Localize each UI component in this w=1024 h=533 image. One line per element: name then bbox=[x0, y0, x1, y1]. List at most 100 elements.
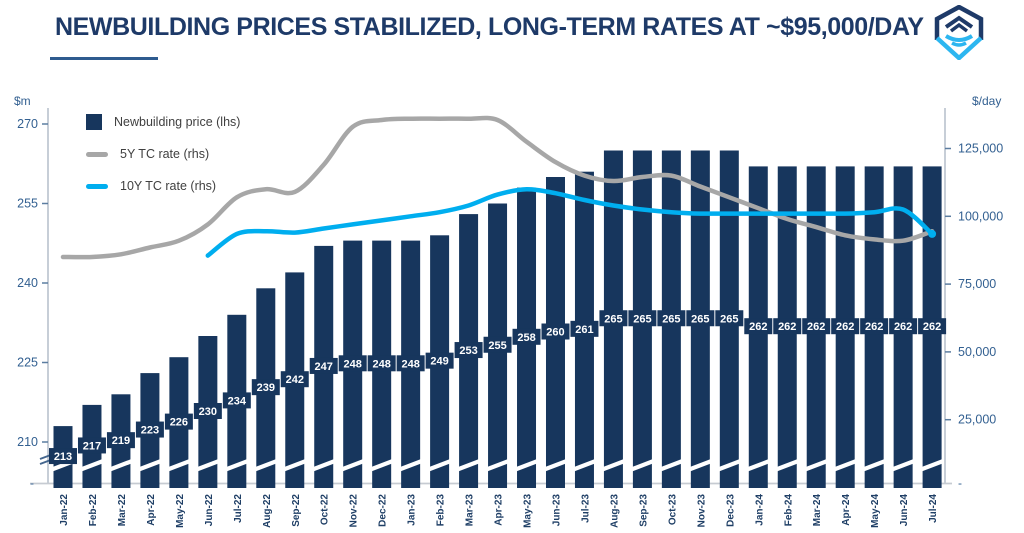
bar-label-box bbox=[831, 318, 860, 335]
bar-label-box bbox=[367, 355, 396, 372]
bar-break-mark bbox=[110, 459, 132, 472]
bar-label: 248 bbox=[372, 358, 390, 370]
legend-line-swatch bbox=[86, 183, 108, 189]
bar-label-box bbox=[135, 421, 164, 438]
company-logo-icon bbox=[934, 5, 984, 60]
bar-label: 255 bbox=[488, 340, 506, 352]
x-axis-label: Nov-23 bbox=[696, 494, 707, 528]
bar-label: 262 bbox=[749, 321, 767, 333]
bar-label-box bbox=[338, 355, 367, 372]
bar-label: 265 bbox=[691, 313, 709, 325]
bar-break-mark bbox=[81, 459, 103, 472]
bars bbox=[52, 150, 943, 488]
left-axis: 270 255 240 225 210 - bbox=[17, 117, 57, 490]
legend-label: 10Y TC rate (rhs) bbox=[120, 179, 217, 193]
bar-label: 265 bbox=[604, 313, 622, 325]
x-axis-label: Jan-24 bbox=[754, 494, 765, 526]
bar-break-mark bbox=[602, 459, 624, 472]
x-axis-label: Apr-24 bbox=[841, 494, 852, 526]
right-axis-tick-label: 100,000 bbox=[958, 209, 1003, 223]
bar-labels: 213 217 219 223 226 230 234 239 242 247 248 248 248 2… bbox=[49, 310, 947, 465]
bar-break-mark bbox=[284, 459, 306, 472]
legend-label: 5Y TC rate (rhs) bbox=[120, 147, 210, 161]
left-axis-unit-label: $m bbox=[14, 94, 31, 108]
x-axis-label: Mar-24 bbox=[812, 494, 823, 527]
x-axis-label: Sep-23 bbox=[638, 494, 649, 527]
bar-label: 258 bbox=[517, 332, 535, 344]
bar-break-mark bbox=[805, 459, 827, 472]
bar-break-mark bbox=[863, 459, 885, 472]
bar-label: 262 bbox=[923, 321, 941, 333]
bar-break-mark bbox=[139, 459, 161, 472]
line-10y-tc-rate bbox=[205, 186, 935, 258]
chart-legend: Newbuilding price (lhs) 5Y TC rate (rhs) 1… bbox=[86, 112, 240, 196]
bar-label: 262 bbox=[894, 321, 912, 333]
bar-label-box bbox=[628, 310, 657, 327]
x-axis-label: Mar-22 bbox=[117, 494, 128, 527]
right-axis-tick-label: 50,000 bbox=[958, 345, 996, 359]
bar-label-box bbox=[280, 371, 309, 388]
bar-break-mark bbox=[255, 459, 277, 472]
bar-label-box bbox=[49, 448, 77, 465]
bar-label-box bbox=[193, 403, 222, 419]
bar-break-mark bbox=[718, 459, 740, 472]
legend-item: 10Y TC rate (rhs) bbox=[86, 176, 240, 196]
bar-break-mark bbox=[400, 459, 422, 472]
left-axis-tick-label: 270 bbox=[17, 117, 38, 131]
bar-label: 213 bbox=[54, 451, 72, 463]
bar-break-mark bbox=[429, 459, 451, 472]
bar-label: 226 bbox=[170, 417, 188, 429]
bar-label-box bbox=[512, 328, 541, 345]
bar-break-mark bbox=[573, 459, 595, 472]
bar-break-mark bbox=[834, 459, 856, 472]
x-axis-label: Jul-24 bbox=[928, 494, 939, 523]
x-axis-label: Jun-23 bbox=[551, 494, 562, 527]
bar-label-box bbox=[715, 310, 744, 327]
bar-break-mark bbox=[631, 459, 653, 472]
bar-label-box bbox=[773, 318, 802, 335]
bar-label-box bbox=[889, 318, 918, 335]
x-axis-label: Aug-23 bbox=[609, 494, 620, 528]
bar-label-box bbox=[483, 336, 512, 353]
x-axis-labels: Jan-22 Feb-22 Mar-22 Apr-22 May-22 Jun-22 Jul-… bbox=[59, 494, 939, 528]
bar-break-mark bbox=[660, 459, 682, 472]
bar-break-mark bbox=[226, 459, 248, 472]
bar-label: 230 bbox=[199, 406, 217, 418]
page-title: NEWBUILDING PRICES STABILIZED, LONG-TERM… bbox=[55, 13, 924, 41]
bar-label-box bbox=[918, 318, 947, 335]
bar-label: 242 bbox=[286, 374, 304, 386]
x-axis-label: Jul-23 bbox=[580, 494, 591, 523]
x-axis-label: May-23 bbox=[523, 494, 534, 528]
right-axis-tick-label: 75,000 bbox=[958, 277, 996, 291]
bar-label: 261 bbox=[575, 324, 593, 336]
bar-label: 219 bbox=[112, 435, 130, 447]
right-axis-zero-label: - bbox=[958, 476, 962, 490]
legend-item: Newbuilding price (lhs) bbox=[86, 112, 240, 132]
bar-label-box bbox=[251, 379, 280, 396]
bar-break-mark bbox=[776, 459, 798, 472]
x-axis-label: Dec-22 bbox=[378, 494, 389, 527]
x-axis-label: Jun-22 bbox=[204, 494, 215, 527]
bar-label: 265 bbox=[720, 313, 738, 325]
bar-label: 265 bbox=[633, 313, 651, 325]
bar-label-box bbox=[77, 437, 106, 454]
bar-break-mark bbox=[544, 459, 566, 472]
left-axis-tick-label: 225 bbox=[17, 356, 38, 370]
left-axis-zero-label: - bbox=[30, 476, 34, 490]
bar-label: 217 bbox=[83, 440, 101, 452]
bar-label-box bbox=[106, 432, 135, 449]
x-axis-label: Jan-23 bbox=[407, 494, 418, 526]
left-axis-tick-label: 210 bbox=[17, 435, 38, 449]
legend-label: Newbuilding price (lhs) bbox=[114, 115, 241, 129]
bar-label: 262 bbox=[778, 321, 796, 333]
line-10y-end-marker bbox=[928, 229, 937, 238]
bar-label: 262 bbox=[865, 321, 883, 333]
x-axis-label: Apr-23 bbox=[494, 494, 505, 526]
bar-label: 249 bbox=[430, 356, 448, 368]
left-axis-tick-label: 240 bbox=[17, 276, 38, 290]
bar-label-box bbox=[744, 318, 773, 335]
bar-label: 265 bbox=[662, 313, 680, 325]
x-axis-label: May-22 bbox=[175, 494, 186, 528]
bar-break-mark bbox=[516, 459, 538, 472]
title-underline bbox=[50, 57, 158, 60]
